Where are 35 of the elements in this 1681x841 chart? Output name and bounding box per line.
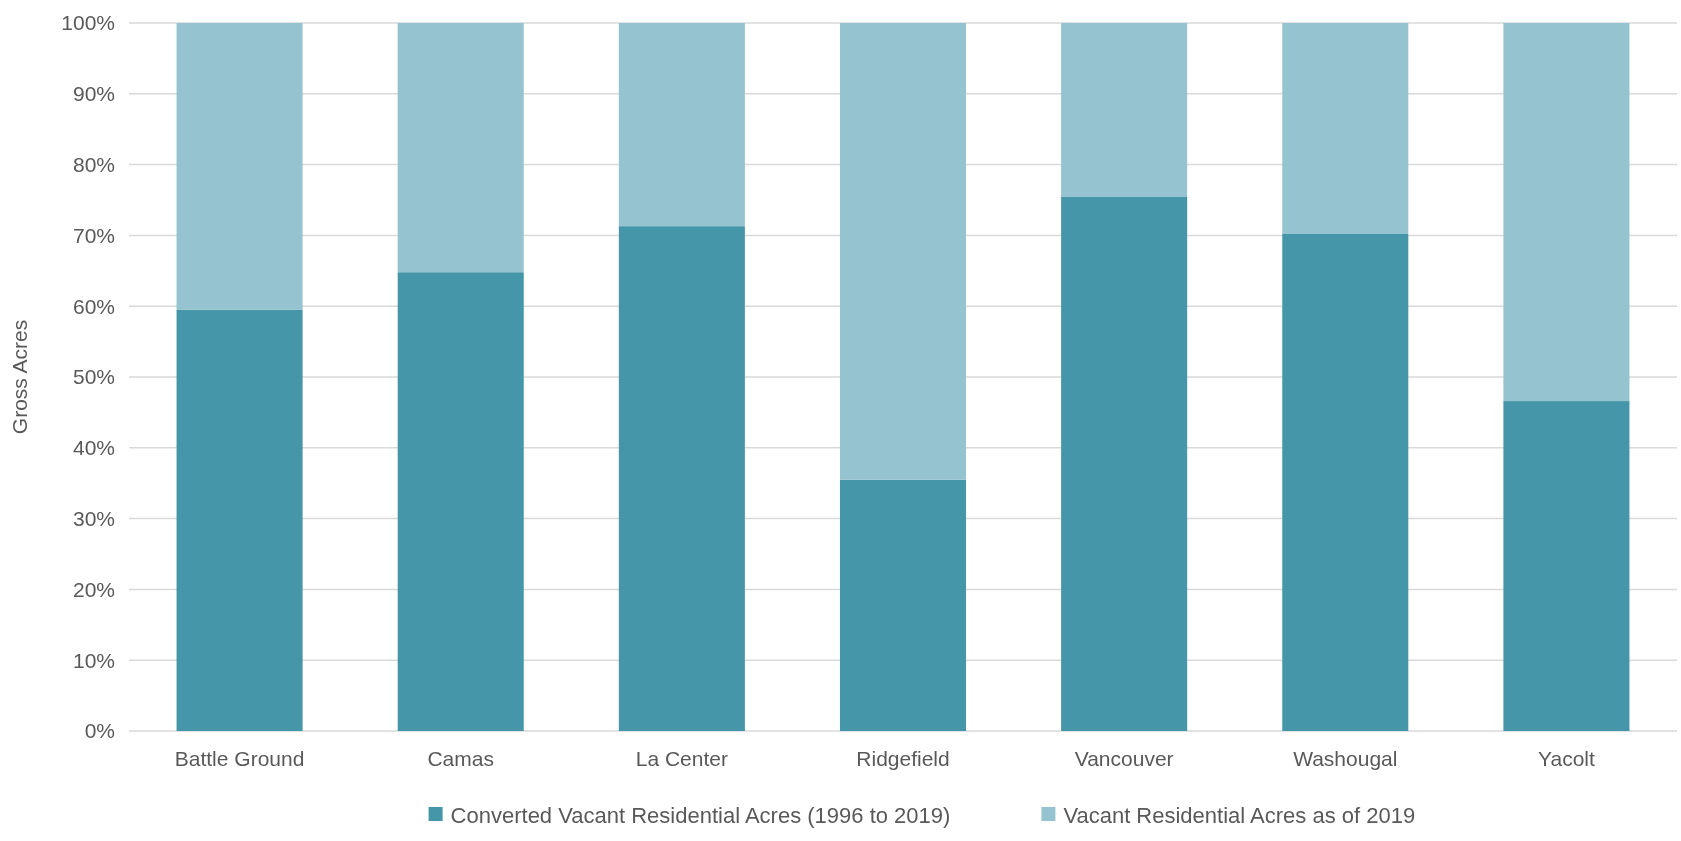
legend-label: Converted Vacant Residential Acres (1996 to 2019) — [450, 802, 951, 828]
x-tick-label: La Center — [635, 747, 728, 770]
x-tick-label: Camas — [427, 747, 494, 770]
y-tick-label: 80% — [72, 152, 115, 176]
bar — [1061, 196, 1188, 731]
y-tick-label: 0% — [84, 719, 115, 743]
bar — [397, 23, 524, 273]
y-tick-label: 90% — [72, 82, 115, 106]
y-tick-label: 20% — [72, 577, 115, 601]
bar — [1503, 23, 1630, 402]
y-tick-label: 100% — [61, 11, 115, 35]
y-tick-label: 50% — [72, 365, 115, 389]
x-tick-label: Vancouver — [1074, 747, 1174, 770]
bar — [839, 23, 967, 480]
x-tick-label: Battle Ground — [174, 747, 305, 770]
bar — [176, 309, 303, 731]
y-tick-label: 70% — [72, 223, 115, 247]
y-tick-label: 30% — [72, 506, 115, 530]
legend-label: Vacant Residential Acres as of 2019 — [1063, 802, 1416, 828]
bar — [1282, 23, 1409, 234]
bar — [618, 226, 745, 731]
bar — [176, 23, 303, 310]
bar — [1282, 233, 1409, 731]
x-tick-label: Yacolt — [1538, 747, 1595, 770]
y-axis-title: Gross Acres — [8, 319, 31, 435]
y-tick-label: 40% — [72, 436, 115, 460]
y-tick-label: 10% — [72, 648, 115, 672]
bar — [1061, 23, 1188, 197]
x-tick-label: Ridgefield — [856, 747, 950, 770]
bar — [397, 272, 524, 731]
x-tick-label: Washougal — [1293, 747, 1398, 770]
y-tick-label: 60% — [72, 294, 115, 318]
bar — [1503, 401, 1630, 731]
bar — [618, 23, 745, 227]
bar — [839, 479, 967, 731]
